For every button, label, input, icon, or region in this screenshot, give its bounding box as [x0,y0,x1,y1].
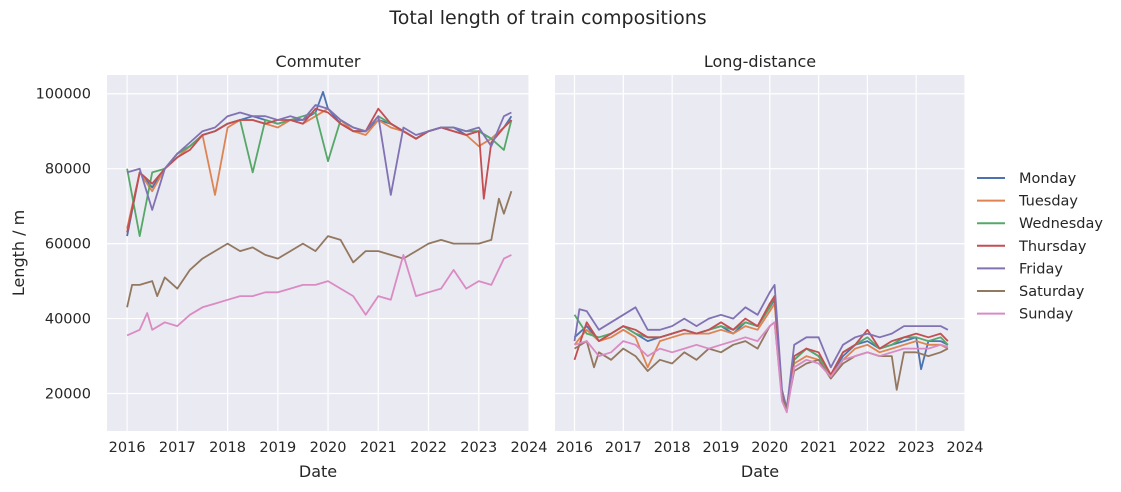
y-tick-label: 60000 [45,237,91,253]
legend-label-tuesday: Tuesday [1018,194,1078,210]
x-tick-label: 2022 [849,440,886,456]
series-line-long-distance-friday [573,284,949,410]
y-tick-label: 20000 [45,387,91,403]
gridlines-long-distance [555,75,966,431]
x-tick-label: 2016 [556,440,593,456]
series-line-long-distance-sunday [574,321,949,414]
legend-label-sunday: Sunday [1019,307,1074,323]
x-tick-label: 2018 [654,440,691,456]
y-tick-label: 40000 [45,312,91,328]
x-tick-label: 2016 [109,440,146,456]
chart-title: Total length of train compositions [388,7,706,29]
series-line-long-distance-thursday [573,295,949,412]
series-line-commuter-sunday [126,254,512,337]
legend: Monday Tuesday Wednesday Thursday Friday Satu… [977,171,1103,323]
x-ticks-long-distance: 2016 2017 2018 2019 2020 2021 2022 2023 2024 [556,440,983,456]
series-line-commuter-thursday [126,107,513,233]
x-tick-label: 2021 [800,440,837,456]
gridlines-commuter [107,75,530,431]
series-long-distance [573,284,949,414]
y-tick-label: 80000 [45,162,91,178]
series-line-commuter-friday [126,104,512,211]
series-commuter [126,91,513,337]
panel-commuter: 2016 2017 2018 2019 2020 2021 2022 2023 2024 200… [36,52,548,481]
panel-long-distance: 2016 2017 2018 2019 2020 2021 2022 2023 2024 Lon… [555,52,983,481]
x-tick-label: 2017 [605,440,642,456]
x-tick-label: 2020 [310,440,347,456]
x-tick-label: 2023 [460,440,497,456]
x-tick-label: 2023 [898,440,935,456]
y-ticks-commuter: 20000 40000 60000 80000 100000 [36,87,91,403]
x-tick-label: 2019 [259,440,296,456]
legend-label-monday: Monday [1019,171,1077,187]
series-line-commuter-saturday [126,190,513,308]
x-tick-label: 2018 [209,440,246,456]
legend-label-saturday: Saturday [1019,284,1085,300]
legend-label-friday: Friday [1019,261,1063,277]
legend-label-thursday: Thursday [1018,239,1087,255]
plot-area-commuter [107,75,529,431]
legend-label-wednesday: Wednesday [1019,216,1103,232]
series-line-long-distance-tuesday [573,302,949,410]
panel-title-commuter: Commuter [276,52,361,71]
panel-title-long-distance: Long-distance [704,52,816,71]
x-axis-label-commuter: Date [299,462,337,481]
plot-area-long-distance [555,75,965,431]
x-ticks-commuter: 2016 2017 2018 2019 2020 2021 2022 2023 2024 [109,440,548,456]
x-tick-label: 2021 [360,440,397,456]
y-axis-label: Length / m [9,210,28,296]
x-tick-label: 2017 [159,440,196,456]
x-tick-label: 2024 [511,440,548,456]
x-tick-label: 2020 [751,440,788,456]
series-line-long-distance-wednesday [573,295,949,412]
x-tick-label: 2024 [947,440,984,456]
y-tick-label: 100000 [36,87,91,103]
x-axis-label-long-distance: Date [741,462,779,481]
x-tick-label: 2019 [702,440,739,456]
x-tick-label: 2022 [410,440,447,456]
